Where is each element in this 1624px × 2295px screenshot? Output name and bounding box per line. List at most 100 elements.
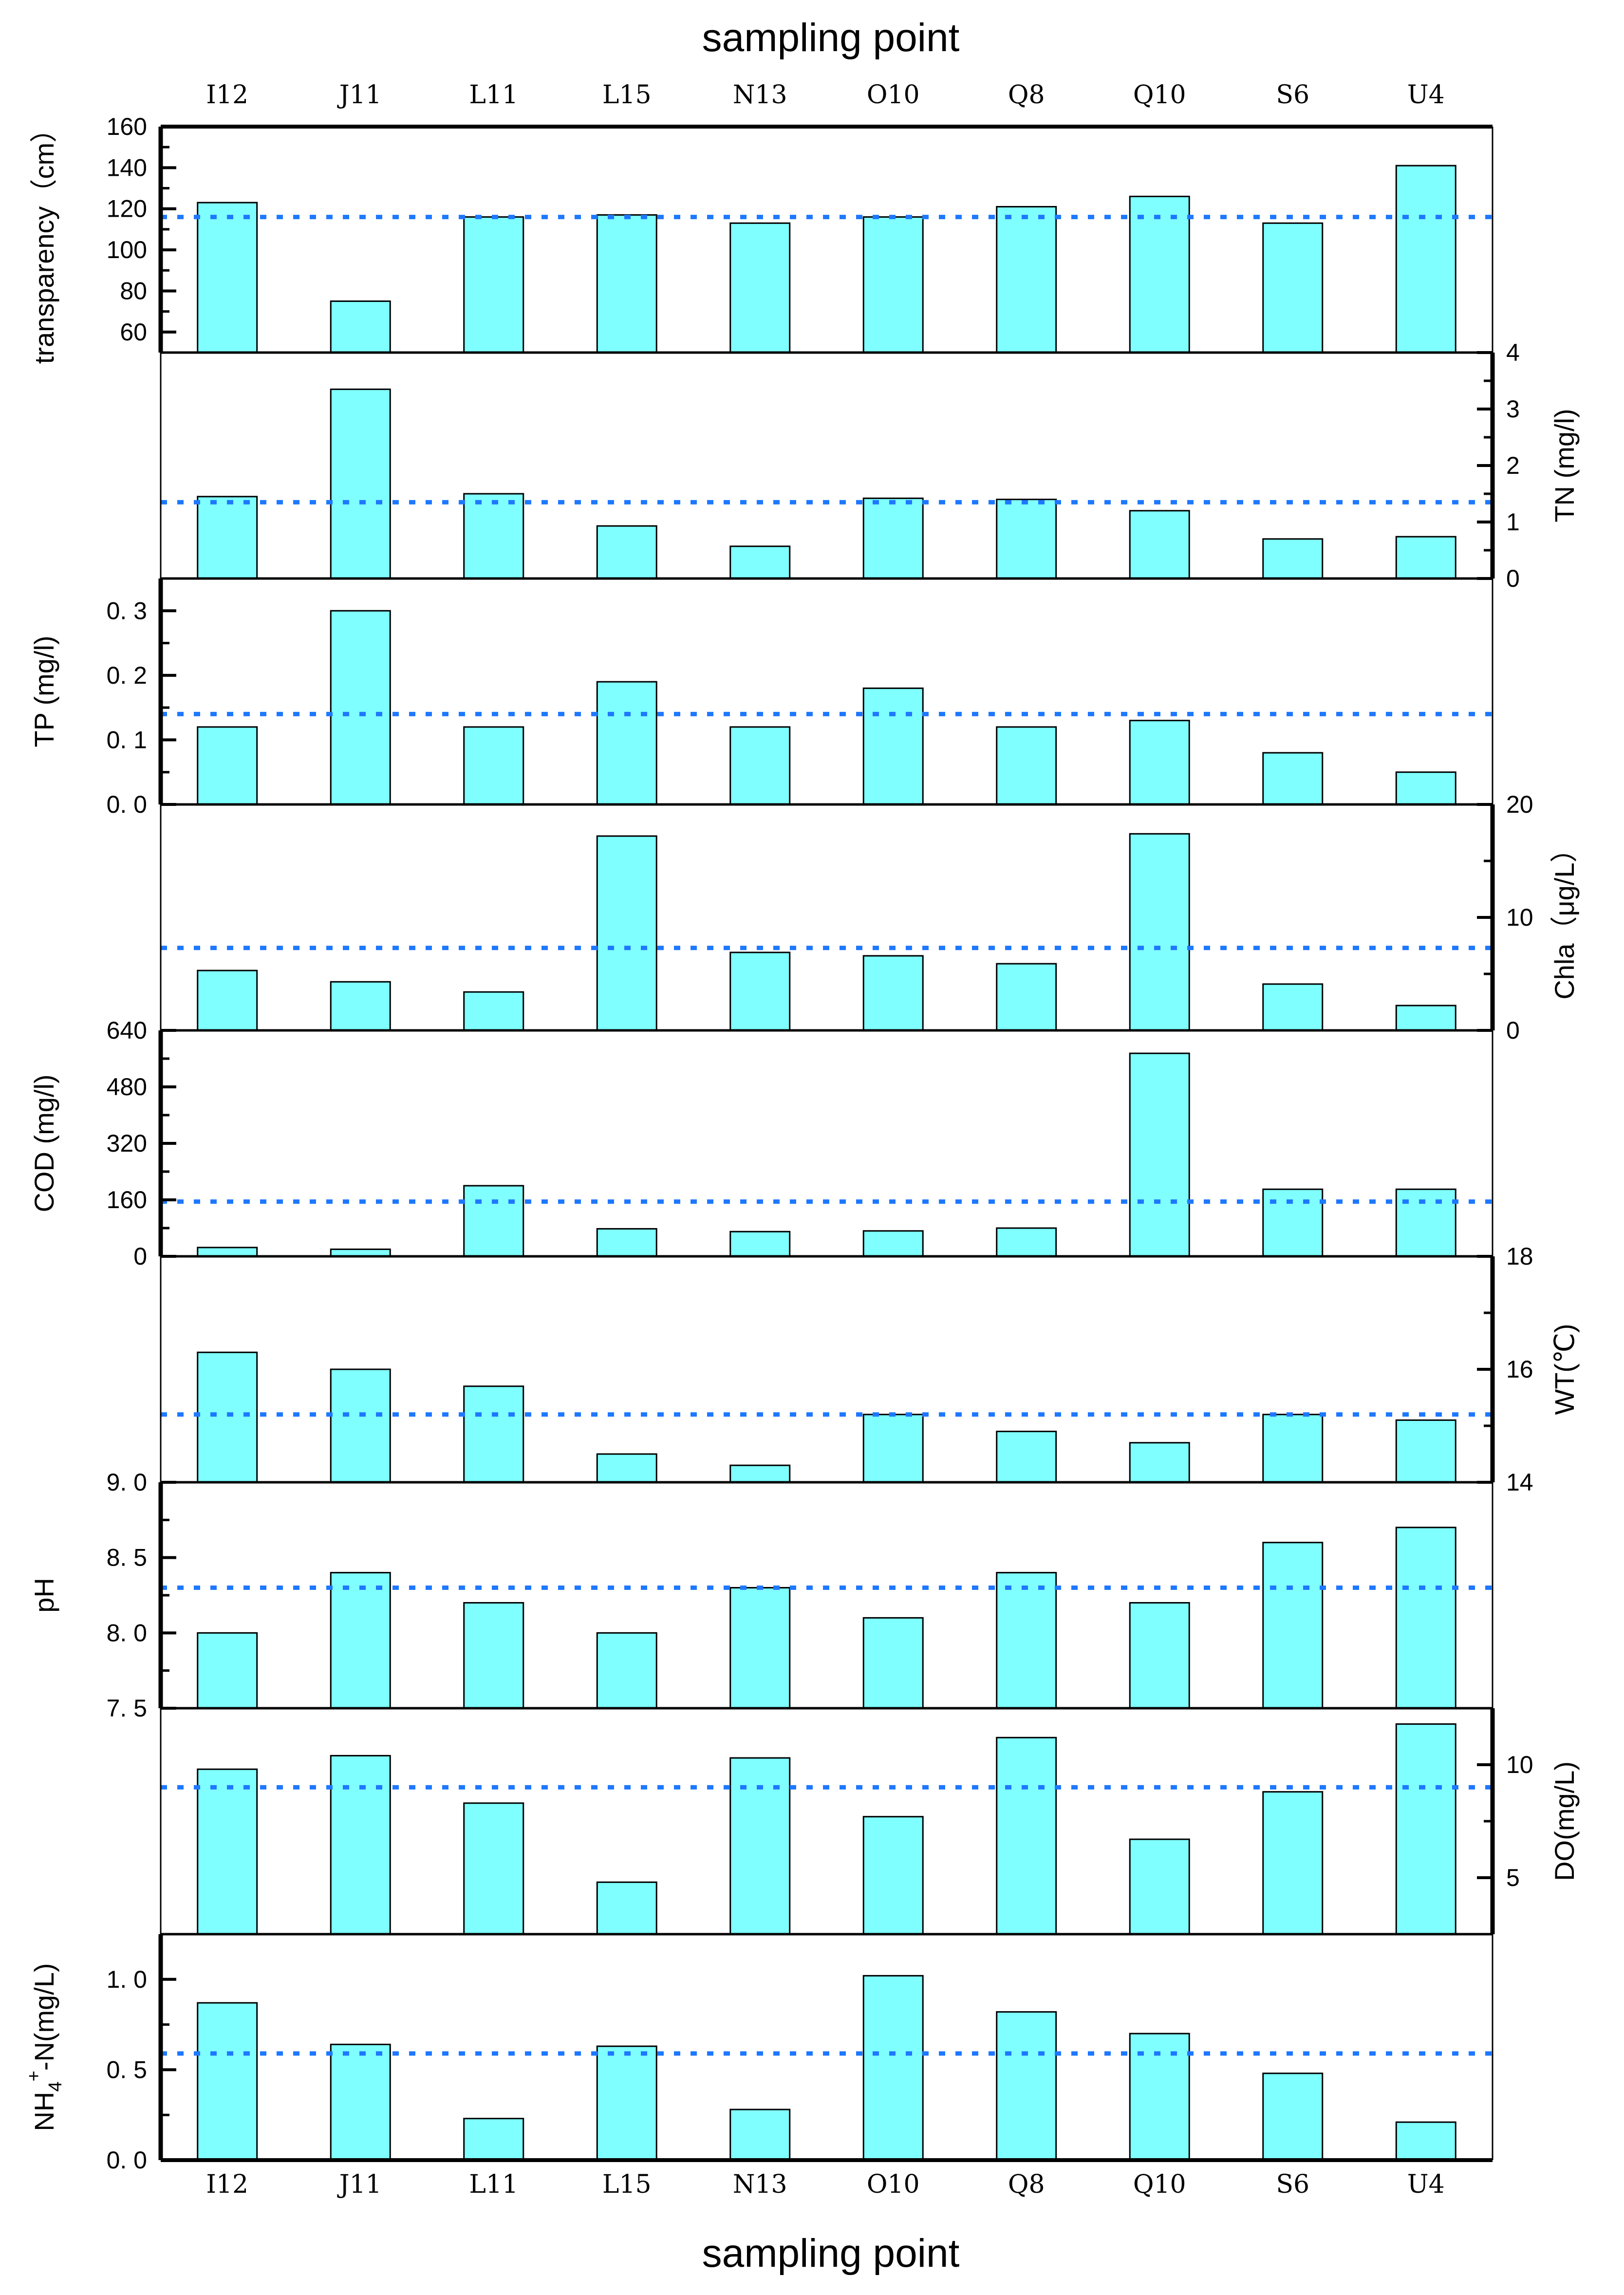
bar-pH-q10 [1129,1602,1190,1709]
panel-TP: 0. 0 0. 1 0. 2 0. 3 TP (mg/l) [29,577,1493,818]
tick-label-transparency-1: 80 [120,277,147,304]
bar-transparency-q10 [1129,195,1190,354]
bar-TN-s6 [1262,538,1324,579]
bar-NH4-l15 [596,2045,657,2161]
bar-COD-q10 [1129,1052,1190,1257]
bar-TP-s6 [1262,752,1324,805]
bar-pH-j11 [330,1572,391,1709]
bar-TN-l15 [596,525,657,579]
bar-transparency-q8 [996,206,1057,354]
tick-label-TN-2: 2 [1506,452,1520,479]
bar-WT-n13 [729,1464,791,1483]
bar-NH4-i12 [197,2002,258,2161]
bar-COD-s6 [1262,1188,1324,1257]
tick-label-TN-4: 4 [1506,339,1520,366]
y-axis-label-COD: COD (mg/l) [29,1074,59,1212]
tick-label-TP-1: 0. 1 [107,726,147,753]
bar-transparency-i12 [197,202,258,354]
category-label-top-i12: I12 [206,80,248,110]
bar-COD-l15 [596,1228,657,1257]
bar-Chla-q8 [996,963,1057,1031]
tick-label-Chla-0: 0 [1506,1017,1520,1044]
tick-label-Chla-1: 10 [1506,904,1533,931]
tick-label-COD-1: 160 [107,1186,147,1213]
y-axis-label-TP: TP (mg/l) [29,635,59,747]
bar-WT-j11 [330,1368,391,1483]
bar-DO-o10 [862,1816,924,1935]
tick-label-pH-3: 9. 0 [107,1469,147,1496]
bar-pH-q8 [996,1572,1057,1709]
bar-TN-q8 [996,499,1057,579]
bar-NH4-q8 [996,2011,1057,2161]
bar-WT-q8 [996,1431,1057,1483]
x-axis-title-top: sampling point [702,16,960,60]
bar-pH-i12 [197,1632,258,1709]
panel-pH: 7. 5 8. 0 8. 5 9. 0 pH [29,1469,1493,1722]
bar-DO-j11 [330,1754,391,1935]
bar-NH4-l11 [463,2118,524,2161]
category-label-top-q10: Q10 [1133,80,1186,110]
bar-Chla-o10 [862,955,924,1031]
tick-label-WT-2: 18 [1506,1243,1533,1270]
bar-transparency-n13 [729,222,791,354]
tick-label-transparency-2: 100 [107,236,147,263]
bar-Chla-q10 [1129,833,1190,1031]
category-label-bottom-q8: Q8 [1008,2170,1045,2199]
tick-label-pH-2: 8. 5 [107,1544,147,1571]
bar-transparency-o10 [862,216,924,354]
category-label-bottom-n13: N13 [733,2170,787,2199]
category-label-top-o10: O10 [867,80,920,110]
bar-TN-l11 [463,493,524,579]
bar-transparency-l11 [463,216,524,354]
bar-pH-u4 [1395,1527,1456,1709]
bar-TN-j11 [330,388,391,579]
tick-label-transparency-5: 160 [107,113,147,140]
bar-TP-n13 [729,726,791,805]
category-label-top-s6: S6 [1276,80,1309,110]
category-label-bottom-l15: L15 [602,2170,652,2199]
bar-NH4-o10 [862,1975,924,2161]
bar-COD-l11 [463,1185,524,1257]
y-axis-label-Chla: Chla（μg/L） [1549,835,1580,999]
bar-Chla-s6 [1262,983,1324,1031]
tick-label-COD-4: 640 [107,1017,147,1044]
category-label-bottom-o10: O10 [867,2170,920,2199]
bar-DO-i12 [197,1768,258,1935]
bar-TP-l15 [596,681,657,805]
bar-DO-n13 [729,1757,791,1935]
panel-NH4: 0. 0 0. 5 1. 0 NH4+-N(mg/L) [24,1933,1493,2174]
y-axis-label-NH4: NH4+-N(mg/L) [24,1963,66,2131]
panel-WT: 14 16 18 WT(℃) [161,1243,1580,1496]
bar-WT-l15 [596,1453,657,1483]
bar-TN-q10 [1129,510,1190,579]
bar-transparency-l15 [596,214,657,354]
bar-DO-l11 [463,1802,524,1935]
bar-TP-u4 [1395,771,1456,805]
bar-TP-q8 [996,726,1057,805]
tick-label-TP-2: 0. 2 [107,662,147,689]
y-axis-label-WT: WT(℃) [1549,1324,1580,1415]
bar-Chla-u4 [1395,1005,1456,1031]
bar-TP-o10 [862,687,924,805]
bar-TP-q10 [1129,720,1190,805]
bar-DO-l15 [596,1881,657,1935]
bar-pH-o10 [862,1617,924,1709]
category-label-bottom-s6: S6 [1276,2170,1309,2199]
tick-label-transparency-4: 140 [107,154,147,181]
tick-label-pH-0: 7. 5 [107,1695,147,1722]
tick-label-TP-3: 0. 3 [107,597,147,624]
tick-label-TN-3: 3 [1506,395,1520,423]
bar-COD-q8 [996,1227,1057,1257]
tick-label-NH4-0: 0. 0 [107,2146,147,2174]
bar-TN-n13 [729,545,791,579]
tick-label-TN-1: 1 [1506,508,1520,536]
tick-label-WT-0: 14 [1506,1469,1533,1496]
bar-TP-j11 [330,610,391,805]
bar-transparency-s6 [1262,222,1324,354]
category-label-top-u4: U4 [1407,80,1445,110]
category-label-bottom-q10: Q10 [1133,2170,1186,2199]
bar-WT-q10 [1129,1442,1190,1483]
bar-COD-u4 [1395,1188,1456,1257]
tick-label-DO-0: 5 [1506,1864,1520,1891]
